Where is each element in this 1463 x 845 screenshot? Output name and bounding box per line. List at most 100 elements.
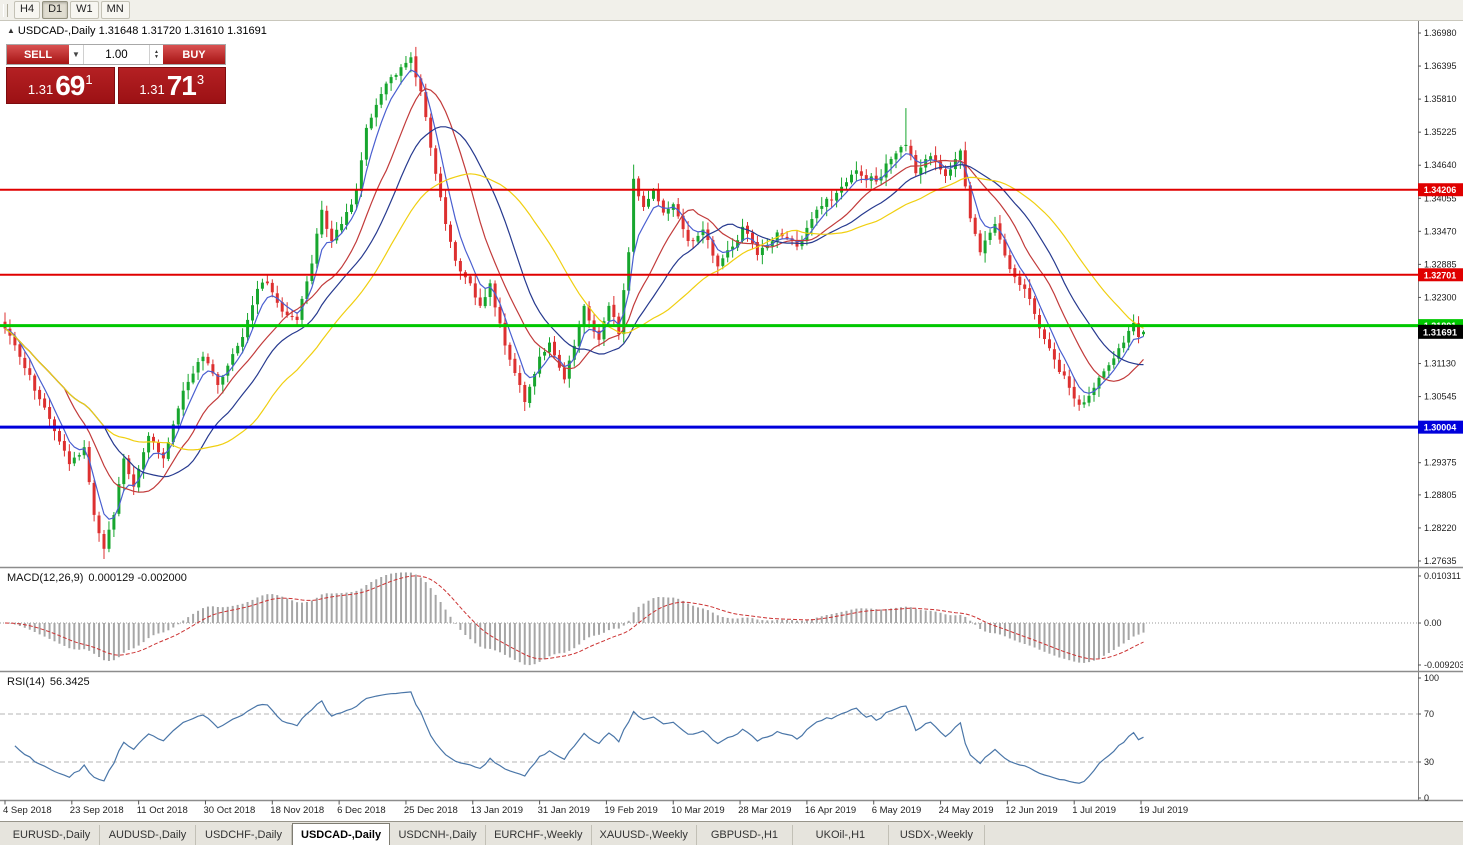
svg-text:1.30004: 1.30004 [1424, 423, 1457, 433]
candles-layer [3, 46, 1145, 559]
timeframe-button-h4[interactable]: H4 [14, 1, 41, 19]
svg-text:6 May 2019: 6 May 2019 [872, 805, 922, 816]
symbol-tab-eurusd-daily[interactable]: EURUSD-,Daily [4, 825, 100, 845]
symbol-tab-usdchf-daily[interactable]: USDCHF-,Daily [196, 825, 292, 845]
svg-text:30: 30 [1424, 757, 1434, 767]
svg-text:1.32701: 1.32701 [1424, 270, 1457, 280]
timeframe-buttons: H4 D1 W1 MN [13, 1, 131, 19]
volume-down-icon[interactable]: ▼ [154, 53, 159, 60]
svg-text:1.36980: 1.36980 [1424, 28, 1457, 38]
svg-text:1.28220: 1.28220 [1424, 523, 1457, 533]
symbol-tab-gbpusd-h1[interactable]: GBPUSD-,H1 [697, 825, 793, 845]
svg-text:1.30545: 1.30545 [1424, 392, 1457, 402]
ma-line-13[interactable] [4, 88, 1144, 493]
one-click-collapse-icon[interactable]: ▲ [7, 26, 15, 35]
sell-price-point: 1 [85, 72, 93, 87]
buy-price-point: 3 [196, 72, 205, 87]
chart-ohlc-values: 1.31648 1.31720 1.31610 1.31691 [98, 25, 267, 37]
svg-text:12 Jun 2019: 12 Jun 2019 [1005, 805, 1057, 816]
svg-text:1.36395: 1.36395 [1424, 61, 1457, 71]
rsi-pane-title: RSI(14) 56.3425 [7, 676, 90, 688]
svg-text:1.33470: 1.33470 [1424, 226, 1457, 236]
svg-text:25 Dec 2018: 25 Dec 2018 [404, 805, 458, 816]
volume-spinner[interactable]: ▲ ▼ [149, 45, 163, 64]
macd-indicator-label: MACD(12,26,9) [7, 572, 84, 584]
svg-text:24 May 2019: 24 May 2019 [939, 805, 994, 816]
rsi-line [14, 691, 1144, 784]
svg-text:28 Mar 2019: 28 Mar 2019 [738, 805, 791, 816]
svg-text:0.00: 0.00 [1424, 618, 1442, 628]
price-chart[interactable]: 1.36980 1.36395 1.35810 1.35225 1.34640 1.340… [0, 20, 1463, 821]
time-axis[interactable]: 4 Sep 2018 23 Sep 2018 11 Oct 2018 30 Oct 2… [3, 800, 1188, 817]
timeframe-button-d1[interactable]: D1 [42, 1, 69, 19]
symbol-tab-ukoil-h1[interactable]: UKOil-,H1 [793, 825, 889, 845]
timeframe-button-w1[interactable]: W1 [70, 1, 99, 19]
symbol-tab-usdcad-daily[interactable]: USDCAD-,Daily [292, 823, 391, 845]
svg-text:0.010311: 0.010311 [1424, 571, 1461, 581]
svg-text:1.34206: 1.34206 [1424, 185, 1457, 195]
svg-text:30 Oct 2018: 30 Oct 2018 [204, 805, 256, 816]
buy-button[interactable]: BUY [163, 45, 225, 64]
buy-price-pips: 71 [166, 69, 197, 101]
toolbar-grip[interactable] [3, 3, 8, 17]
svg-text:70: 70 [1424, 709, 1434, 719]
svg-text:19 Jul 2019: 19 Jul 2019 [1139, 805, 1188, 816]
svg-text:1.35225: 1.35225 [1424, 127, 1457, 137]
svg-text:1 Jul 2019: 1 Jul 2019 [1072, 805, 1116, 816]
sell-price-base: 1.31 [27, 81, 54, 97]
volume-input[interactable] [84, 45, 149, 64]
svg-text:1.34640: 1.34640 [1424, 160, 1457, 170]
svg-text:1.31130: 1.31130 [1424, 359, 1456, 369]
svg-text:1.34055: 1.34055 [1424, 193, 1457, 203]
macd-histogram [4, 572, 1145, 666]
ma-line-21[interactable] [4, 126, 1144, 478]
one-click-trading-panel: SELL ▼ ▲ ▼ BUY 1.31 69 1 1.31 71 3 [6, 44, 226, 104]
ma-lines-layer [4, 69, 1144, 520]
chart-symbol-title: USDCAD-,Daily [17, 25, 96, 37]
volume-up-icon[interactable]: ▲ [154, 48, 159, 55]
svg-text:0: 0 [1424, 793, 1429, 803]
symbol-tab-audusd-daily[interactable]: AUDUSD-,Daily [100, 825, 196, 845]
symbol-tab-eurchf-weekly[interactable]: EURCHF-,Weekly [486, 825, 592, 845]
symbol-tab-usdx-weekly[interactable]: USDX-,Weekly [889, 825, 985, 845]
svg-text:16 Apr 2019: 16 Apr 2019 [805, 805, 856, 816]
timeframe-button-mn[interactable]: MN [100, 1, 130, 19]
ma-line-34[interactable] [4, 173, 1144, 451]
symbol-tab-bar: EURUSD-,Daily AUDUSD-,Daily USDCHF-,Daily U… [0, 821, 1463, 845]
rsi-indicator-label: RSI(14) [7, 676, 45, 688]
svg-text:31 Jan 2019: 31 Jan 2019 [538, 805, 590, 816]
svg-text:11 Oct 2018: 11 Oct 2018 [137, 805, 188, 816]
svg-text:1.32300: 1.32300 [1424, 292, 1457, 302]
svg-text:1.28805: 1.28805 [1424, 490, 1457, 500]
sell-button[interactable]: SELL [7, 45, 69, 64]
svg-text:13 Jan 2019: 13 Jan 2019 [471, 805, 523, 816]
ma-line-5[interactable] [4, 69, 1144, 520]
symbol-tab-usdcnh-daily[interactable]: USDCNH-,Daily [390, 825, 487, 845]
svg-text:6 Dec 2018: 6 Dec 2018 [337, 805, 386, 816]
svg-text:10 Mar 2019: 10 Mar 2019 [671, 805, 724, 816]
svg-text:1.35810: 1.35810 [1424, 94, 1457, 104]
svg-text:23 Sep 2018: 23 Sep 2018 [70, 805, 124, 816]
svg-text:1.27635: 1.27635 [1424, 556, 1457, 566]
sell-price-pips: 69 [55, 69, 85, 101]
symbol-tab-xauusd-weekly[interactable]: XAUUSD-,Weekly [592, 825, 697, 845]
buy-price-base: 1.31 [139, 81, 165, 97]
macd-pane-title: MACD(12,26,9) 0.000129 -0.002000 [7, 572, 187, 584]
macd-current-values: 0.000129 -0.002000 [88, 572, 187, 584]
svg-text:1.31691: 1.31691 [1423, 327, 1458, 338]
svg-text:1.29375: 1.29375 [1424, 458, 1457, 468]
sell-price-display[interactable]: 1.31 69 1 [6, 67, 115, 104]
chart-header: ▲ USDCAD-,Daily 1.31648 1.31720 1.31610 1… [7, 25, 267, 37]
svg-text:18 Nov 2018: 18 Nov 2018 [270, 805, 324, 816]
price-axis-scale[interactable]: 1.36980 1.36395 1.35810 1.35225 1.34640 1.340… [1418, 20, 1457, 801]
buy-price-display[interactable]: 1.31 71 3 [117, 67, 226, 104]
macd-signal-line [4, 575, 1144, 660]
svg-text:100: 100 [1424, 673, 1439, 683]
svg-text:1.32885: 1.32885 [1424, 259, 1457, 269]
svg-text:4 Sep 2018: 4 Sep 2018 [3, 805, 52, 816]
volume-dropdown-arrow-icon[interactable]: ▼ [69, 45, 84, 64]
svg-text:-0.0092030: -0.0092030 [1424, 660, 1463, 670]
timeframe-toolbar: H4 D1 W1 MN [0, 0, 1463, 21]
current-price-label: 1.31691 [1418, 324, 1463, 339]
